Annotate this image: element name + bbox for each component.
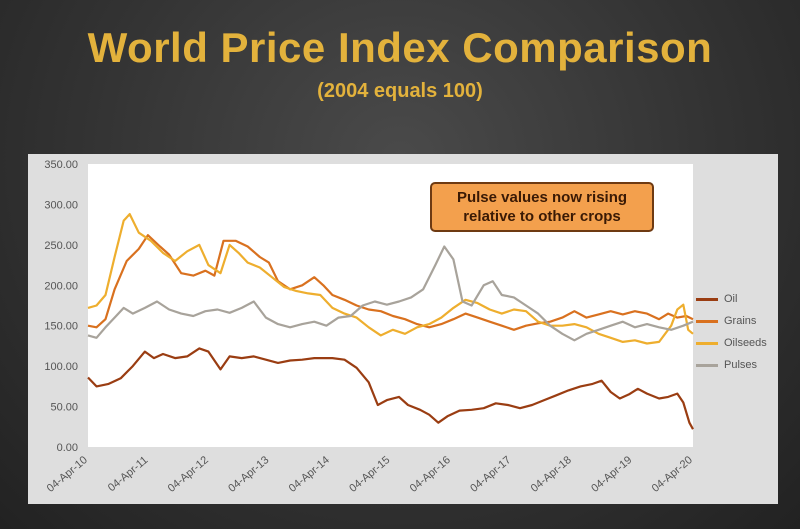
y-tick-label: 250.00 bbox=[44, 240, 78, 252]
x-tick-label: 04-Apr-10 bbox=[45, 454, 90, 495]
series-line-oil bbox=[87, 347, 694, 430]
legend-label: Pulses bbox=[724, 359, 758, 371]
x-tick-label: 04-Apr-13 bbox=[226, 454, 271, 495]
y-tick-label: 300.00 bbox=[44, 199, 78, 211]
chart-legend: Oil Grains Oilseeds Pulses bbox=[696, 288, 776, 376]
legend-item-grains: Grains bbox=[696, 310, 776, 332]
x-tick-label: 04-Apr-11 bbox=[106, 454, 151, 494]
y-tick-label: 50.00 bbox=[50, 402, 78, 414]
series-line-oilseeds bbox=[87, 212, 694, 345]
annotation-callout: Pulse values now rising relative to othe… bbox=[430, 182, 654, 232]
x-tick-label: 04-Apr-18 bbox=[529, 454, 574, 495]
legend-item-pulses: Pulses bbox=[696, 354, 776, 376]
y-tick-label: 100.00 bbox=[44, 361, 78, 373]
legend-swatch bbox=[696, 363, 718, 367]
legend-item-oil: Oil bbox=[696, 288, 776, 310]
series-line-pulses bbox=[87, 245, 694, 342]
legend-label: Grains bbox=[724, 315, 757, 327]
slide-subtitle: (2004 equals 100) bbox=[317, 80, 483, 102]
legend-swatch bbox=[696, 341, 718, 345]
y-tick-label: 0.00 bbox=[57, 442, 78, 454]
y-tick-label: 350.00 bbox=[44, 159, 78, 171]
x-tick-label: 04-Apr-17 bbox=[468, 454, 513, 495]
legend-swatch bbox=[696, 297, 718, 301]
x-tick-label: 04-Apr-12 bbox=[166, 454, 211, 495]
y-tick-label: 200.00 bbox=[44, 280, 78, 292]
series-line-grains bbox=[87, 234, 694, 331]
x-tick-label: 04-Apr-15 bbox=[347, 454, 392, 495]
x-tick-label: 04-Apr-19 bbox=[589, 454, 634, 495]
legend-label: Oilseeds bbox=[724, 337, 767, 349]
chart-panel: 0.00 50.00 100.00 150.00 200.00 250.00 300.00 3… bbox=[28, 154, 778, 504]
x-tick-label: 04-Apr-16 bbox=[408, 454, 453, 495]
slide-title: World Price Index Comparison bbox=[87, 24, 713, 71]
legend-swatch bbox=[696, 319, 718, 323]
line-chart: 0.00 50.00 100.00 150.00 200.00 250.00 300.00 3… bbox=[44, 159, 695, 495]
x-tick-label: 04-Apr-20 bbox=[650, 454, 695, 495]
y-tick-label: 150.00 bbox=[44, 321, 78, 333]
legend-item-oilseeds: Oilseeds bbox=[696, 332, 776, 354]
x-tick-label: 04-Apr-14 bbox=[287, 454, 332, 495]
legend-label: Oil bbox=[724, 293, 738, 305]
